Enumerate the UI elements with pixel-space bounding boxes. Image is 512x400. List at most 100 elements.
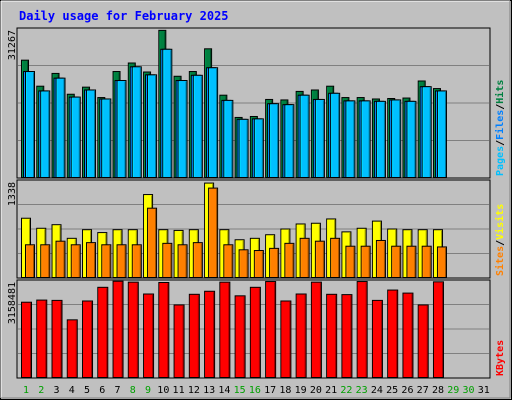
bar-kbytes-27 xyxy=(417,304,429,378)
bar-pages-5 xyxy=(86,89,97,178)
bar-pages-24 xyxy=(375,100,386,178)
bar-kbytes-28 xyxy=(432,281,444,378)
bar-kbytes-18 xyxy=(280,300,292,378)
day-label-24: 24 xyxy=(371,385,383,396)
bar-sites-12 xyxy=(192,242,203,279)
day-label-16: 16 xyxy=(249,385,261,396)
day-label-5: 5 xyxy=(84,385,90,396)
bar-sites-5 xyxy=(86,242,97,279)
bar-pages-4 xyxy=(70,96,81,178)
bar-pages-14 xyxy=(223,99,234,178)
axis-max-hits-files-pages: 31267 xyxy=(7,30,18,60)
bar-pages-10 xyxy=(162,48,173,178)
side-label-kbytes: KBytes xyxy=(495,340,506,376)
day-label-20: 20 xyxy=(310,385,322,396)
day-label-18: 18 xyxy=(279,385,291,396)
bar-sites-10 xyxy=(162,242,173,278)
side-label-separator: / xyxy=(495,140,506,146)
bar-pages-9 xyxy=(147,74,158,178)
bar-sites-20 xyxy=(314,240,325,278)
bar-pages-18 xyxy=(284,104,295,178)
bar-kbytes-16 xyxy=(249,286,261,378)
bar-kbytes-21 xyxy=(326,293,338,378)
side-label-separator: / xyxy=(495,104,506,110)
bar-kbytes-5 xyxy=(82,300,94,378)
bar-pages-16 xyxy=(253,118,264,178)
bar-kbytes-24 xyxy=(371,299,383,378)
bar-pages-8 xyxy=(131,66,142,178)
bar-sites-18 xyxy=(284,242,295,278)
bar-sites-15 xyxy=(238,249,249,278)
bar-kbytes-8 xyxy=(127,281,139,379)
day-label-1: 1 xyxy=(23,385,29,396)
bar-sites-21 xyxy=(330,237,341,279)
bar-pages-23 xyxy=(360,100,371,178)
bar-kbytes-25 xyxy=(387,289,399,379)
bar-sites-23 xyxy=(360,245,371,278)
bar-kbytes-19 xyxy=(295,293,307,379)
day-label-15: 15 xyxy=(234,385,246,396)
axis-max-kbytes: 3158481 xyxy=(7,282,18,324)
day-label-10: 10 xyxy=(157,385,169,396)
side-label-sites: Sites xyxy=(494,246,506,276)
side-label-pages: Pages xyxy=(495,146,506,176)
bar-kbytes-7 xyxy=(112,280,124,379)
chart-title: Daily usage for February 2025 xyxy=(19,9,229,23)
axis-max-visits-sites: 1338 xyxy=(7,182,18,206)
bar-sites-4 xyxy=(70,244,81,279)
bar-pages-19 xyxy=(299,94,310,178)
bar-sites-24 xyxy=(375,239,386,279)
bar-kbytes-3 xyxy=(51,299,63,378)
day-label-31: 31 xyxy=(478,385,490,396)
day-label-8: 8 xyxy=(130,385,136,396)
bar-kbytes-9 xyxy=(143,293,155,379)
day-label-11: 11 xyxy=(173,385,185,396)
bar-pages-1 xyxy=(25,71,35,178)
bar-sites-13 xyxy=(208,187,219,278)
side-label-visits-sites: Sites/Visits xyxy=(494,204,506,276)
bar-sites-17 xyxy=(269,247,280,278)
bar-kbytes-15 xyxy=(234,295,246,379)
day-label-23: 23 xyxy=(356,385,368,396)
day-label-9: 9 xyxy=(145,385,151,396)
side-label-hits: Hits xyxy=(494,80,506,104)
day-label-26: 26 xyxy=(401,385,413,396)
bar-kbytes-22 xyxy=(341,294,353,378)
bar-pages-12 xyxy=(192,74,203,178)
series-kbytes xyxy=(21,280,444,379)
bar-kbytes-13 xyxy=(204,290,216,378)
bar-pages-20 xyxy=(314,98,325,178)
bar-pages-3 xyxy=(55,77,66,178)
bar-pages-15 xyxy=(238,118,249,178)
bar-sites-19 xyxy=(299,237,310,279)
bar-kbytes-11 xyxy=(173,304,185,378)
bar-sites-11 xyxy=(177,244,188,279)
bar-pages-28 xyxy=(436,90,447,178)
side-label-visits: Visits xyxy=(494,204,506,240)
bar-sites-26 xyxy=(406,245,417,278)
bar-sites-27 xyxy=(421,245,432,278)
bar-sites-1 xyxy=(25,244,35,279)
day-label-4: 4 xyxy=(69,385,75,396)
bar-kbytes-14 xyxy=(219,281,231,379)
bar-pages-25 xyxy=(391,99,402,178)
bar-kbytes-10 xyxy=(158,282,170,378)
series-sites xyxy=(25,187,447,279)
day-label-28: 28 xyxy=(432,385,444,396)
bar-pages-21 xyxy=(330,92,341,178)
bar-kbytes-23 xyxy=(356,281,368,378)
bar-sites-16 xyxy=(253,250,264,279)
side-label-separator: / xyxy=(495,240,506,246)
bar-kbytes-6 xyxy=(97,286,109,378)
series-pages xyxy=(25,48,447,178)
day-label-6: 6 xyxy=(99,385,105,396)
bar-kbytes-26 xyxy=(402,292,414,378)
bar-kbytes-1 xyxy=(21,301,32,379)
day-label-17: 17 xyxy=(264,385,276,396)
bar-pages-27 xyxy=(421,86,432,178)
bar-sites-2 xyxy=(40,244,51,279)
day-label-12: 12 xyxy=(188,385,200,396)
day-label-30: 30 xyxy=(462,385,474,396)
bar-pages-26 xyxy=(406,100,417,178)
